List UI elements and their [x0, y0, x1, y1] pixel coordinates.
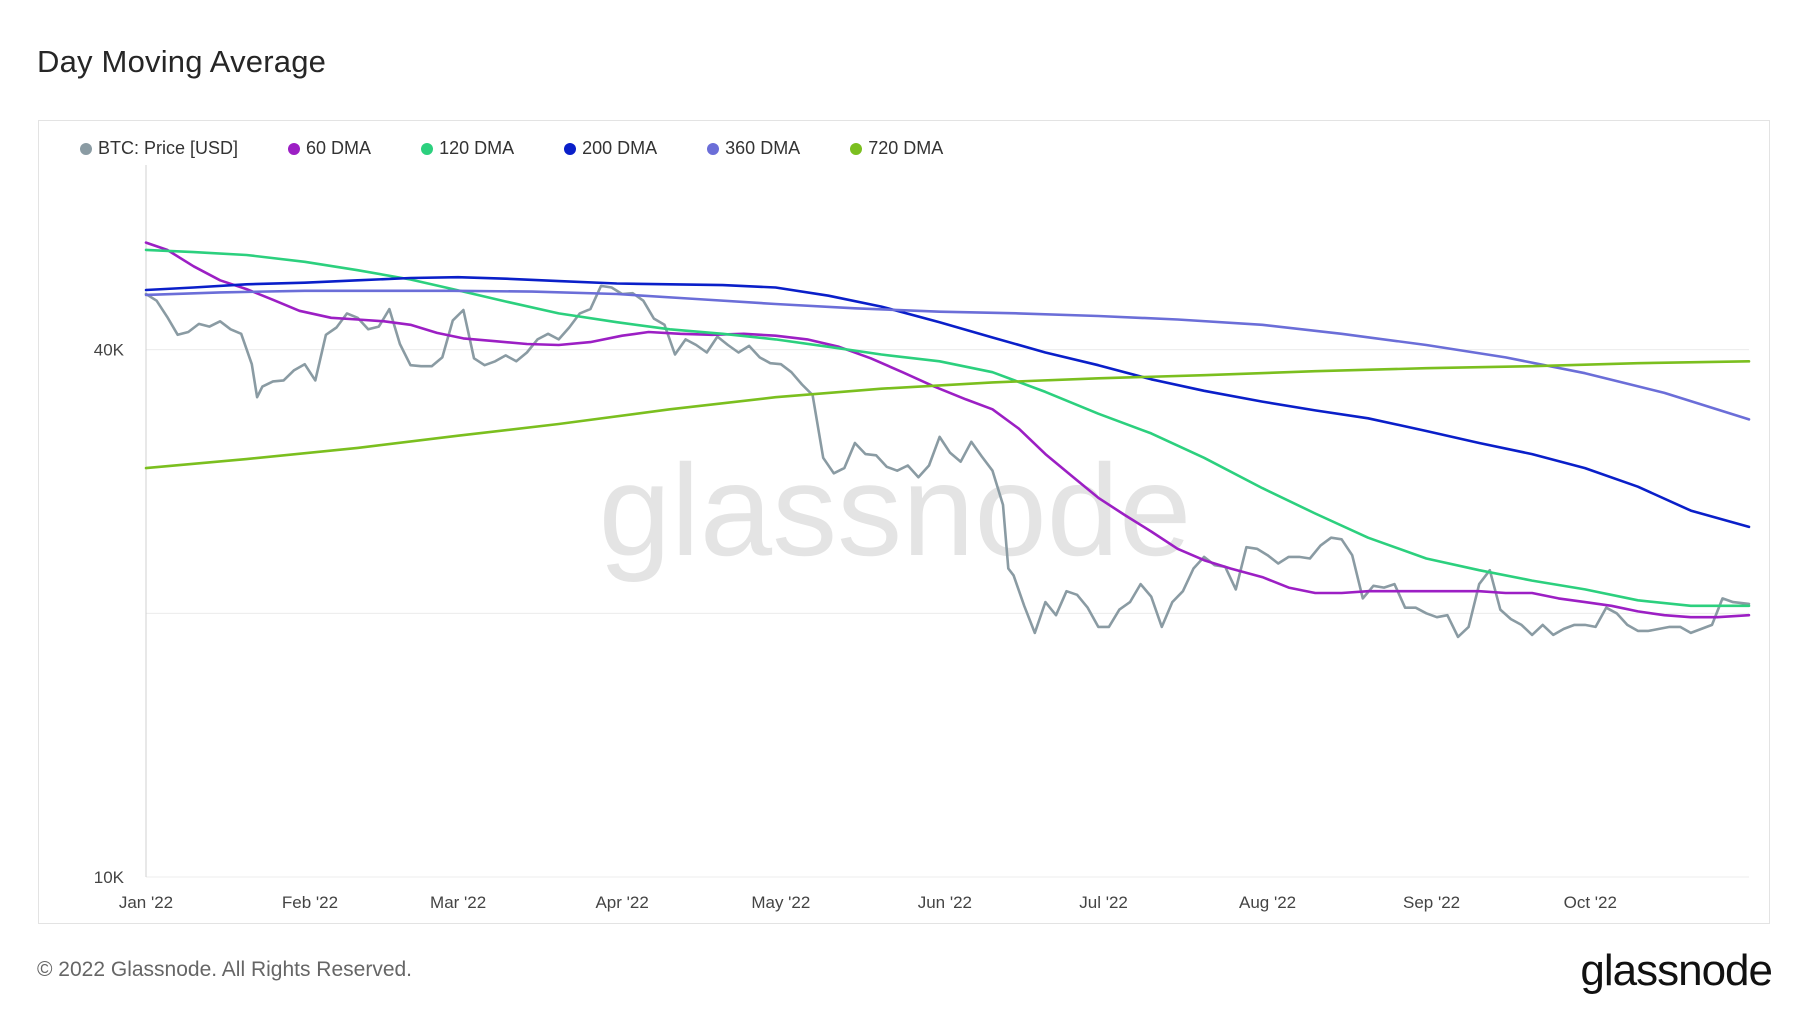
- y-tick-label: 40K: [94, 341, 125, 360]
- x-tick-label: Jun '22: [918, 893, 972, 912]
- series-line-120-dma[interactable]: [144, 248, 1751, 608]
- series-line-btc-price-usd[interactable]: [144, 284, 1751, 639]
- watermark-text: glassnode: [599, 437, 1192, 583]
- legend-label: 360 DMA: [725, 138, 801, 158]
- grid-layer: [146, 349, 1749, 878]
- legend-dot-icon: [288, 142, 301, 155]
- series-line-720-dma[interactable]: [144, 360, 1751, 470]
- legend-item[interactable]: BTC: Price [USD]: [80, 138, 238, 159]
- legend-item[interactable]: 360 DMA: [707, 138, 800, 159]
- legend-label: 200 DMA: [582, 138, 658, 158]
- legend-item[interactable]: 200 DMA: [564, 138, 657, 159]
- x-tick-label: Oct '22: [1564, 893, 1617, 912]
- chart-legend: BTC: Price [USD] 60 DMA 120 DMA 200 DMA 360 …: [80, 138, 993, 159]
- series-line-360-dma[interactable]: [144, 289, 1751, 421]
- series-line-200-dma[interactable]: [144, 275, 1751, 529]
- legend-dot-icon: [564, 142, 577, 155]
- legend-dot-icon: [80, 142, 92, 155]
- legend-label: 60 DMA: [306, 138, 372, 158]
- x-tick-label: Feb '22: [282, 893, 338, 912]
- x-tick-label: Mar '22: [430, 893, 486, 912]
- x-tick-label: Jan '22: [119, 893, 173, 912]
- x-tick-label: Aug '22: [1239, 893, 1296, 912]
- x-tick-label: Apr '22: [595, 893, 648, 912]
- legend-dot-icon: [707, 142, 720, 155]
- series-layer: [144, 241, 1751, 639]
- legend-label: 120 DMA: [439, 138, 515, 158]
- series-line-60-dma[interactable]: [144, 241, 1751, 619]
- x-tick-label: May '22: [751, 893, 810, 912]
- legend-dot-icon: [421, 142, 434, 155]
- legend-label: BTC: Price [USD]: [98, 138, 239, 158]
- legend-label: 720 DMA: [868, 138, 944, 158]
- legend-item[interactable]: 720 DMA: [850, 138, 943, 159]
- x-tick-label: Jul '22: [1079, 893, 1128, 912]
- chart-frame: [38, 120, 1770, 924]
- glassnode-logo[interactable]: glassnode: [1580, 946, 1773, 995]
- copyright-text: © 2022 Glassnode. All Rights Reserved.: [37, 958, 413, 981]
- axis-layer: 10K 40K Jan '22 Feb '22 Mar '22 Apr '22 May '2…: [94, 165, 1749, 912]
- x-tick-label: Sep '22: [1403, 893, 1460, 912]
- legend-item[interactable]: 120 DMA: [421, 138, 514, 159]
- y-tick-label: 10K: [94, 868, 125, 887]
- page-title: Day Moving Average: [37, 44, 327, 79]
- legend-dot-icon: [850, 142, 863, 155]
- legend-item[interactable]: 60 DMA: [288, 138, 371, 159]
